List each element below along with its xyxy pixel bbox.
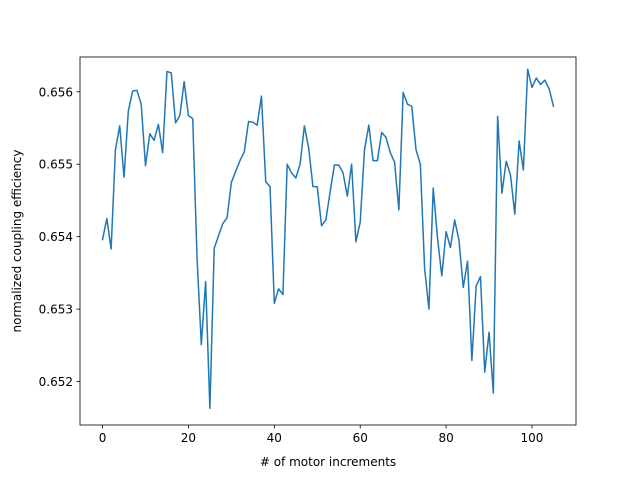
x-tick-label: 40: [267, 431, 282, 445]
series-layer: [101, 68, 555, 410]
plot-area-frame: [79, 56, 577, 426]
x-tick-label: 100: [521, 431, 544, 445]
y-axis-label: normalized coupling efficiency: [10, 150, 24, 333]
y-tick-label: 0.656: [39, 85, 73, 99]
series-line: [101, 68, 555, 410]
y-tick-label: 0.652: [39, 375, 73, 389]
y-tick-label: 0.655: [39, 158, 73, 172]
x-tick-label: 60: [353, 431, 368, 445]
ticks-layer: 0 20 40 60 80 100 0.652 0.653 0.654 0.655 0.656: [39, 85, 544, 445]
y-tick-label: 0.653: [39, 303, 73, 317]
x-tick-label: 80: [438, 431, 453, 445]
y-tick-label: 0.654: [39, 230, 73, 244]
x-tick-label: 0: [99, 431, 107, 445]
x-tick-label: 20: [181, 431, 196, 445]
x-axis-label: # of motor increments: [260, 455, 396, 469]
